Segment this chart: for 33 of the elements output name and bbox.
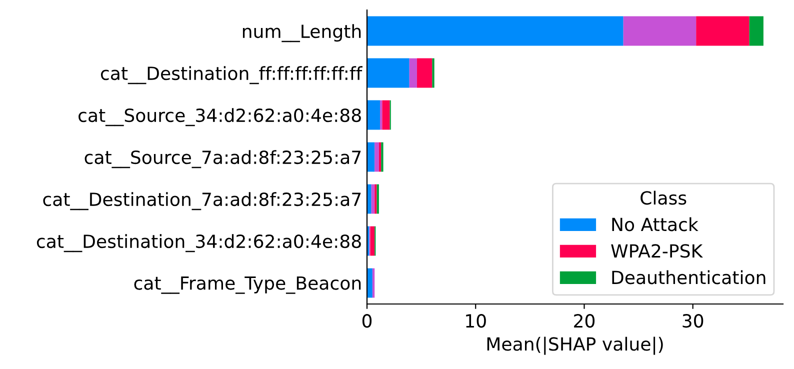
bar (367, 268, 372, 298)
x-tick-label: 10 (466, 314, 486, 328)
y-tick-label: cat__Destination_34:d2:62:a0:4e:88 (36, 234, 361, 252)
legend-label: Deauthentication (612, 270, 766, 284)
y-tick-label: cat__Frame_Type_Beacon (134, 276, 361, 294)
bar (372, 268, 375, 298)
bar (749, 16, 764, 46)
bar (367, 142, 375, 172)
x-tick-label: 0 (362, 314, 372, 328)
bar (371, 184, 375, 214)
bar (378, 142, 382, 172)
bar (623, 16, 696, 46)
bar (367, 100, 380, 130)
x-axis-title: Mean(|SHAP value|) (487, 336, 663, 355)
bar (370, 226, 375, 256)
bar (696, 16, 750, 46)
legend-title: Class (640, 190, 686, 205)
bar (367, 58, 410, 88)
bar (374, 142, 379, 172)
x-tick-label: 20 (574, 314, 595, 328)
y-tick-label: num__Length (242, 24, 361, 42)
y-tick-label: cat__Destination_7a:ad:8f:23:25:a7 (43, 192, 361, 210)
bar (409, 58, 417, 88)
bar (367, 184, 372, 214)
bar (367, 16, 624, 46)
legend-label: WPA2-PSK (611, 244, 703, 258)
x-tick-label: 30 (682, 314, 704, 328)
legend-label: No Attack (612, 217, 698, 232)
y-tick-label: cat__Destination_ff:ff:ff:ff:ff:ff (100, 66, 362, 84)
y-tick-label: cat__Source_7a:ad:8f:23:25:a7 (84, 150, 361, 168)
bar (382, 100, 390, 130)
bar (416, 58, 432, 88)
y-tick-label: cat__Source_34:d2:62:a0:4e:88 (78, 108, 361, 126)
